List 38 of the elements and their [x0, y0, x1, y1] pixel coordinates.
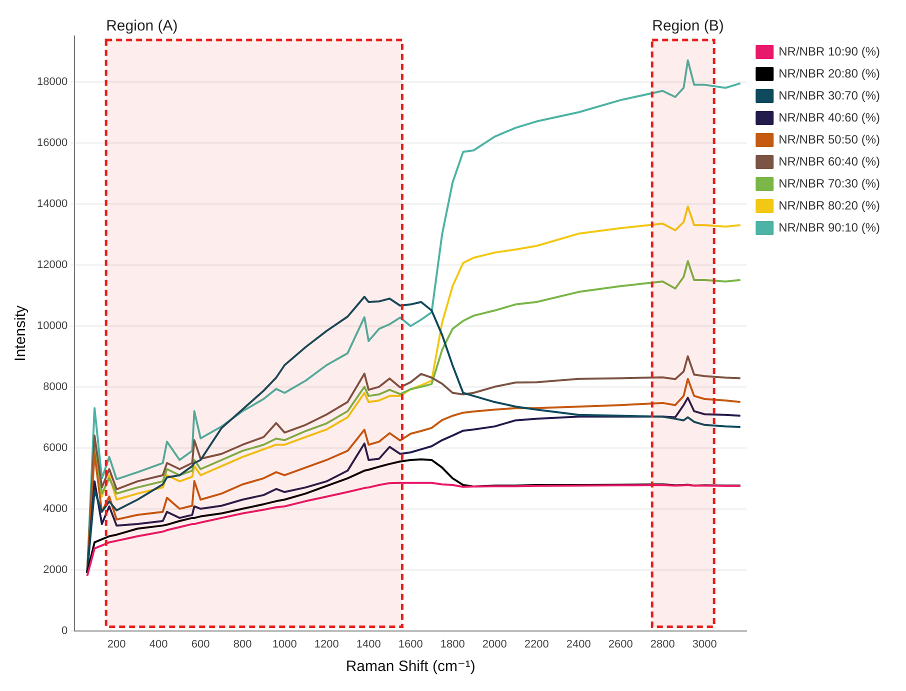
y-tick-label: 4000: [43, 502, 68, 515]
legend-label: NR/NBR 10:90 (%): [778, 44, 880, 58]
x-tick-label: 1400: [356, 638, 381, 650]
legend-label: NR/NBR 40:60 (%): [778, 110, 880, 124]
y-tick-label: 6000: [43, 442, 68, 454]
legend-label: NR/NBR 80:20 (%): [778, 198, 880, 212]
y-tick-label: 10000: [36, 320, 68, 332]
legend-label: NR/NBR 20:80 (%): [778, 66, 880, 80]
x-tick-label: 3000: [692, 638, 717, 650]
x-tick-label: 1800: [440, 638, 465, 650]
x-tick-label: 2600: [608, 638, 633, 650]
band-label: Region (B): [652, 18, 724, 35]
y-axis-title: Intensity: [12, 304, 30, 362]
x-axis-title: Raman Shift (cm⁻¹): [346, 658, 476, 676]
legend-label: NR/NBR 60:40 (%): [778, 154, 880, 168]
x-tick-label: 800: [233, 638, 252, 650]
y-tick-label: 0: [61, 624, 68, 637]
legend-label: NR/NBR 70:30 (%): [778, 176, 880, 190]
band-label: Region (A): [106, 18, 178, 35]
y-tick-label: 2000: [43, 564, 68, 576]
x-tick-label: 1000: [272, 638, 297, 650]
y-tick-label: 12000: [36, 258, 68, 271]
legend-label: NR/NBR 30:70 (%): [778, 88, 880, 102]
x-tick-label: 2000: [482, 638, 507, 650]
x-tick-label: 2200: [524, 638, 549, 650]
legend-label: NR/NBR 50:50 (%): [778, 132, 880, 146]
y-tick-label: 18000: [36, 76, 68, 88]
x-tick-label: 400: [149, 638, 168, 650]
x-tick-label: 2400: [566, 638, 591, 650]
legend-label: NR/NBR 90:10 (%): [778, 220, 880, 234]
y-tick-label: 14000: [36, 198, 68, 210]
x-tick-label: 1600: [398, 638, 423, 650]
y-tick-label: 16000: [36, 136, 68, 149]
x-tick-label: 1200: [314, 638, 339, 650]
x-tick-label: 600: [191, 638, 210, 650]
x-tick-label: 200: [107, 638, 126, 650]
x-tick-label: 2800: [650, 638, 675, 650]
y-tick-label: 8000: [43, 380, 68, 393]
